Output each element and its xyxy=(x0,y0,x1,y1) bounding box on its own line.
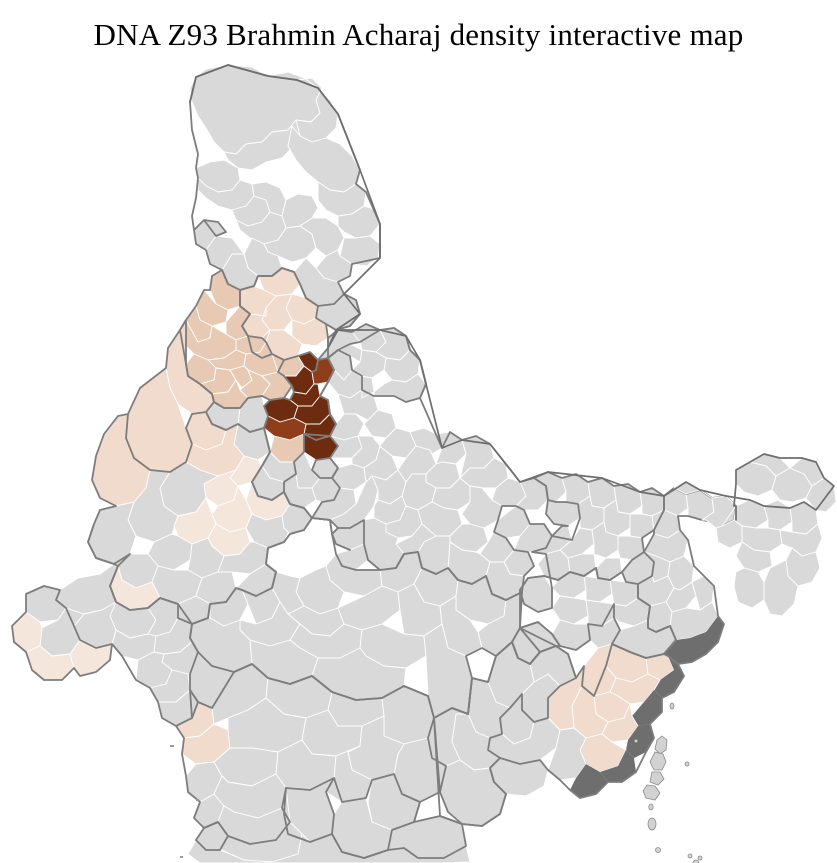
island-little-andaman[interactable] xyxy=(648,818,656,830)
state-border-up xyxy=(284,328,580,600)
andaman-nicobar-layer[interactable] xyxy=(634,703,702,863)
district-tripura[interactable] xyxy=(734,568,764,608)
island-south-andaman[interactable] xyxy=(643,785,660,800)
state-border-goa xyxy=(196,822,228,850)
island-north-andaman[interactable] xyxy=(655,736,667,754)
district-jk-gap-b[interactable] xyxy=(282,194,318,228)
island-nancowry[interactable] xyxy=(698,856,702,860)
district-jk-gap-d[interactable] xyxy=(338,206,380,238)
puri-coast-hatch xyxy=(600,750,636,782)
island-baratang[interactable] xyxy=(650,772,664,785)
coastal-marks-layer xyxy=(170,745,199,858)
sundarbans-coast-hatch xyxy=(664,616,724,664)
india-district-choropleth-svg[interactable] xyxy=(0,58,837,863)
district-faizabad[interactable] xyxy=(462,486,502,528)
state-border-telangana xyxy=(286,774,466,858)
lakshadweep-mark-2 xyxy=(196,799,199,801)
district-meghalaya-east[interactable] xyxy=(736,542,772,572)
ganjam-coast-hatch xyxy=(570,764,608,798)
island-car-nicobar[interactable] xyxy=(656,848,661,853)
island-katchal[interactable] xyxy=(688,854,692,858)
bhadrak-coast-hatch xyxy=(632,690,662,726)
district-siliguri-corridor[interactable] xyxy=(700,490,736,528)
district-ranchi[interactable] xyxy=(552,596,588,624)
district-kishtwar[interactable] xyxy=(300,218,344,256)
island-narcondam[interactable] xyxy=(634,739,637,742)
island-barren[interactable] xyxy=(685,762,689,766)
state-border-gujarat xyxy=(12,524,198,726)
lakshadweep-mark-1 xyxy=(170,745,174,747)
island-great-nicobar[interactable] xyxy=(693,860,699,863)
india-outer-outline xyxy=(190,65,834,520)
state-border-delhi xyxy=(312,458,338,478)
island-middle-andaman[interactable] xyxy=(650,752,666,770)
country-outline-layer xyxy=(190,65,834,520)
island-rutland[interactable] xyxy=(649,804,653,810)
page-title: DNA Z93 Brahmin Acharaj density interact… xyxy=(93,17,744,52)
island-landfall[interactable] xyxy=(670,703,674,709)
map-canvas[interactable] xyxy=(0,58,837,863)
northeast-layer[interactable] xyxy=(674,454,836,616)
minicoy-mark xyxy=(180,856,183,858)
state-border-chhattisgarh xyxy=(434,622,576,826)
